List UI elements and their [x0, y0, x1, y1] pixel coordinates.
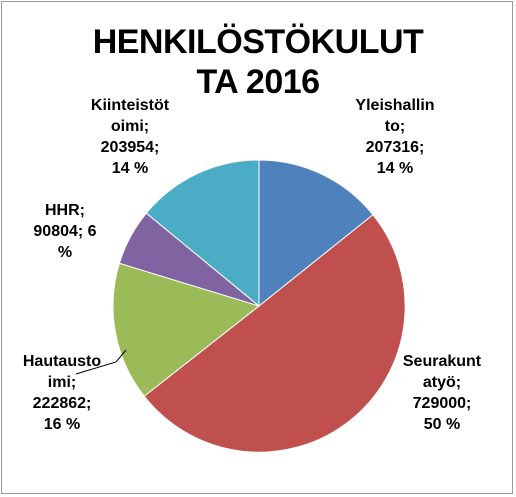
pie-slice-yleishallinto — [258, 159, 374, 308]
slice-label-line: 203954; — [101, 139, 160, 156]
slice-label-line: 729000; — [413, 395, 472, 412]
slice-label-line: 90804; 6 — [33, 223, 96, 240]
slice-label-line: imi; — [48, 374, 76, 391]
pie-slice-kiinteistötoimi — [145, 159, 260, 308]
chart-title-line-2: TA 2016 — [196, 63, 320, 101]
slice-label-line: % — [58, 244, 72, 261]
slice-label-hautausoimi: Hautausto imi; 222862; 16 % — [23, 353, 101, 433]
slice-label-kiinteistötoimi: Kiinteistöt oimi; 203954; 14 % — [91, 97, 170, 177]
chart-title-line-1: HENKILÖSTÖKULUT — [92, 23, 424, 61]
slice-label-line: Kiinteistöt — [91, 97, 170, 114]
pie-slice-hautausoimi — [112, 262, 261, 397]
slice-label-line: Hautausto — [23, 353, 101, 370]
slice-label-line: Seurakunt — [403, 353, 482, 370]
slice-label-line: 50 % — [424, 416, 460, 433]
leader-line-hautausoimi — [75, 349, 127, 375]
slice-label-line: oimi; — [111, 118, 149, 135]
slice-label-yleishallinto: Yleishallin to; 207316; 14 % — [355, 97, 434, 177]
pie-slice-seurakuntatyö — [143, 214, 406, 453]
chart-title: HENKILÖSTÖKULUT TA 2016 — [0, 22, 516, 102]
slice-label-line: Yleishallin — [355, 97, 434, 114]
slice-label-line: 16 % — [44, 416, 80, 433]
pie-slices — [112, 159, 406, 453]
slice-label-hhr: HHR; 90804; 6% — [33, 202, 96, 261]
slice-label-line: atyö; — [423, 374, 461, 391]
leader-lines — [75, 349, 127, 375]
slice-label-line: to; — [385, 118, 405, 135]
slice-label-line: 14 % — [377, 160, 413, 177]
slice-labels: Yleishallin to; 207316; 14 % Seurakunt atyö; 7… — [23, 97, 482, 433]
slice-label-line: 207316; — [366, 139, 425, 156]
slice-label-seurakuntatyö: Seurakunt atyö; 729000; 50 % — [403, 353, 482, 433]
slice-label-line: 14 % — [112, 160, 148, 177]
slice-label-line: 222862; — [33, 395, 92, 412]
slice-label-line: HHR; — [45, 202, 85, 219]
